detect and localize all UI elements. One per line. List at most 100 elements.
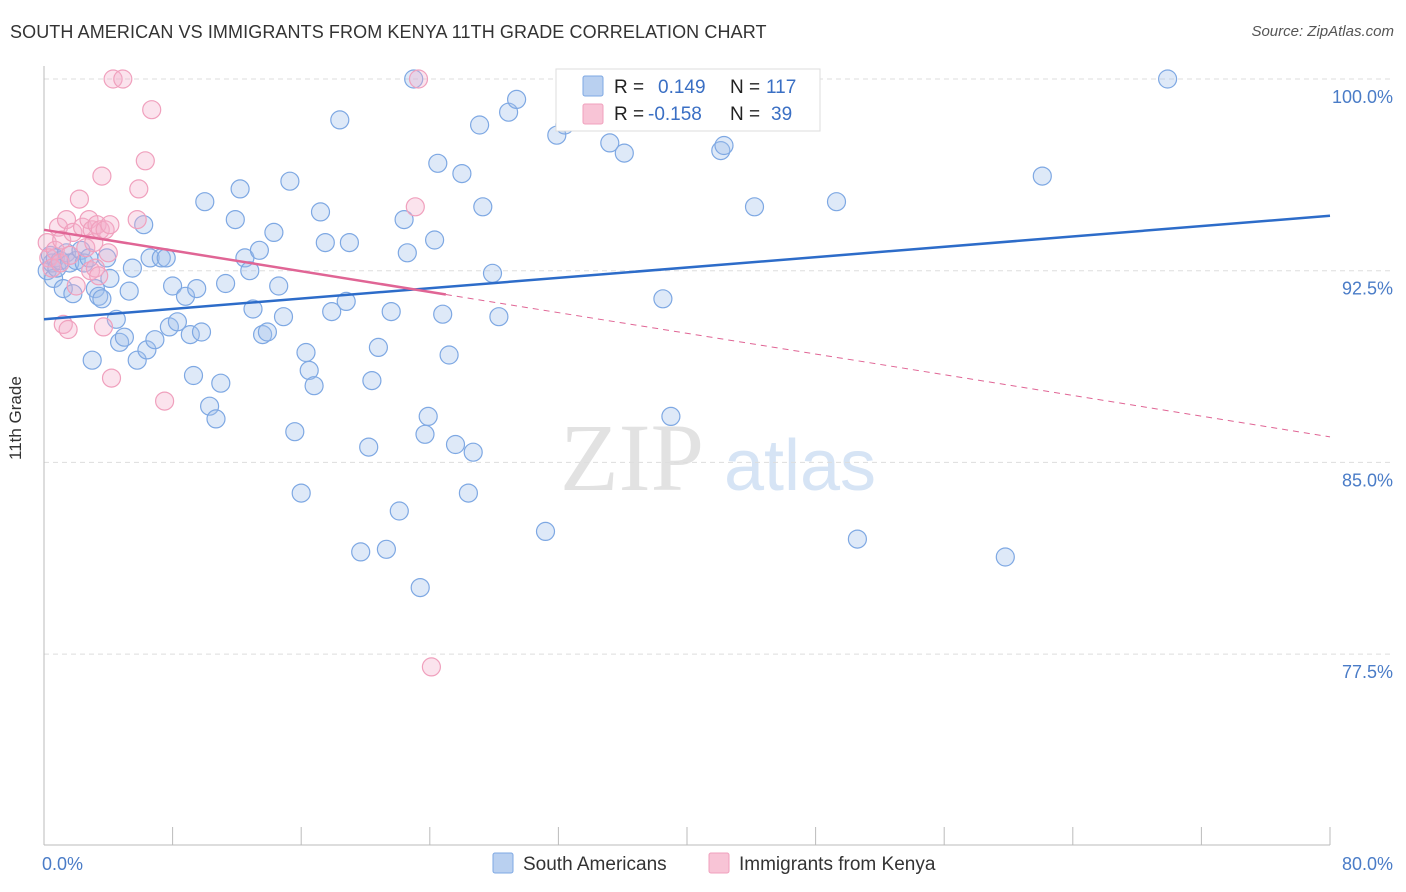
watermark-atlas: atlas: [724, 426, 876, 506]
south-american-point-51: [249, 240, 269, 260]
kenya-point-39: [421, 657, 441, 677]
legend-n-label-2: N =: [730, 104, 760, 125]
kenya-point-33: [129, 179, 149, 199]
kenya-point-9: [58, 319, 78, 340]
south-american-point-46: [225, 210, 245, 230]
y-tick-label-3: 77.5%: [1342, 662, 1393, 682]
south-american-point-61: [299, 360, 319, 380]
south-american-point-114: [1157, 69, 1178, 89]
south-american-point-84: [433, 304, 453, 324]
south-american-point-81: [418, 406, 438, 426]
south-american-point-85: [439, 345, 459, 365]
south-american-point-79: [410, 577, 430, 598]
kenya-trend-solid: [43, 228, 447, 296]
kenya-point-32: [127, 210, 147, 230]
south-american-point-92: [482, 263, 503, 283]
south-american-point-15: [82, 350, 102, 370]
south-american-point-43: [206, 409, 226, 429]
south-american-point-45: [216, 273, 236, 294]
south-american-point-44: [211, 373, 231, 393]
south-american-point-102: [614, 143, 634, 163]
stats-legend: R = 0.149 N = 117 R = -0.158 N = 39: [555, 68, 821, 132]
x-tick-label-0: 0.0%: [42, 854, 83, 874]
south-american-point-83: [428, 153, 448, 173]
watermark-zip: ZIP: [560, 404, 704, 511]
series-legend-label-kenya: Immigrants from Kenya: [739, 854, 936, 875]
south-american-point-39: [187, 279, 207, 299]
south-american-point-88: [458, 483, 478, 503]
axes: 100.0% 92.5% 85.0% 77.5% 0.0% 80.0%: [42, 66, 1393, 874]
kenya-point-29: [101, 368, 122, 388]
south-american-point-71: [362, 371, 382, 391]
south-american-point-89: [463, 442, 483, 462]
south-american-point-107: [714, 135, 734, 156]
south-american-point-113: [1032, 166, 1052, 186]
south-american-point-90: [470, 115, 490, 135]
source-credit: Source: ZipAtlas.com: [1251, 23, 1394, 40]
south-american-point-34: [163, 276, 183, 296]
south-american-point-29: [140, 248, 160, 268]
grid-lines: [44, 78, 1392, 655]
x-tick-label-1: 80.0%: [1342, 854, 1393, 874]
south-american-point-65: [322, 302, 342, 322]
south-american-point-30: [145, 330, 165, 350]
south-american-point-28: [137, 340, 157, 360]
south-american-point-74: [381, 302, 401, 322]
south-american-point-59: [291, 483, 311, 503]
south-american-trend-solid: [43, 214, 1331, 321]
south-american-point-24: [119, 281, 139, 301]
legend-swatch-pink: [582, 103, 604, 125]
south-american-point-93: [489, 307, 509, 327]
south-american-point-67: [336, 291, 356, 311]
legend-r-label-1: R =: [614, 77, 644, 98]
series-legend-label-south-americans: South Americans: [523, 854, 667, 875]
south-american-point-69: [351, 542, 371, 562]
kenya-point-22: [89, 266, 109, 286]
series-legend: South Americans Immigrants from Kenya: [492, 852, 936, 875]
trend-lines: [43, 214, 1331, 438]
kenya-point-3: [45, 240, 65, 260]
south-american-point-101: [600, 133, 620, 153]
data-points: [37, 69, 1178, 677]
south-american-point-109: [744, 197, 765, 217]
south-american-point-78: [404, 69, 424, 89]
south-american-point-95: [506, 89, 527, 110]
south-american-point-57: [280, 171, 300, 191]
south-american-point-77: [397, 243, 417, 263]
south-american-point-103: [653, 289, 673, 309]
legend-n-value-2: 39: [771, 104, 792, 125]
south-american-point-112: [995, 547, 1015, 567]
kenya-point-35: [142, 100, 162, 120]
south-american-point-50: [243, 299, 263, 319]
south-american-point-76: [394, 210, 414, 230]
chart-title: SOUTH AMERICAN VS IMMIGRANTS FROM KENYA …: [10, 22, 767, 42]
south-american-point-58: [285, 422, 305, 442]
south-american-point-64: [315, 233, 335, 253]
kenya-point-30: [103, 69, 123, 89]
south-american-point-42: [200, 396, 220, 416]
kenya-point-31: [113, 69, 133, 89]
south-american-point-54: [264, 222, 284, 242]
south-american-point-75: [389, 501, 409, 521]
south-american-point-104: [661, 406, 681, 426]
kenya-point-28: [100, 215, 120, 235]
kenya-point-5: [50, 253, 70, 273]
y-tick-label-1: 92.5%: [1342, 279, 1393, 299]
south-american-point-26: [127, 350, 147, 370]
y-tick-label-0: 100.0%: [1332, 87, 1393, 107]
legend-swatch-blue: [582, 75, 604, 97]
kenya-point-34: [135, 151, 155, 171]
south-american-point-73: [376, 539, 396, 559]
kenya-point-10: [60, 245, 80, 265]
legend-r-value-1: 0.149: [658, 77, 706, 98]
south-american-point-66: [330, 110, 350, 130]
series-legend-swatch-south-americans: [492, 852, 514, 874]
kenya-point-24: [92, 166, 112, 186]
south-american-point-23: [114, 327, 135, 347]
south-american-point-38: [183, 365, 204, 386]
south-american-point-56: [273, 307, 294, 327]
south-american-point-91: [473, 197, 493, 217]
south-american-point-68: [339, 233, 359, 253]
south-american-point-86: [445, 434, 466, 455]
